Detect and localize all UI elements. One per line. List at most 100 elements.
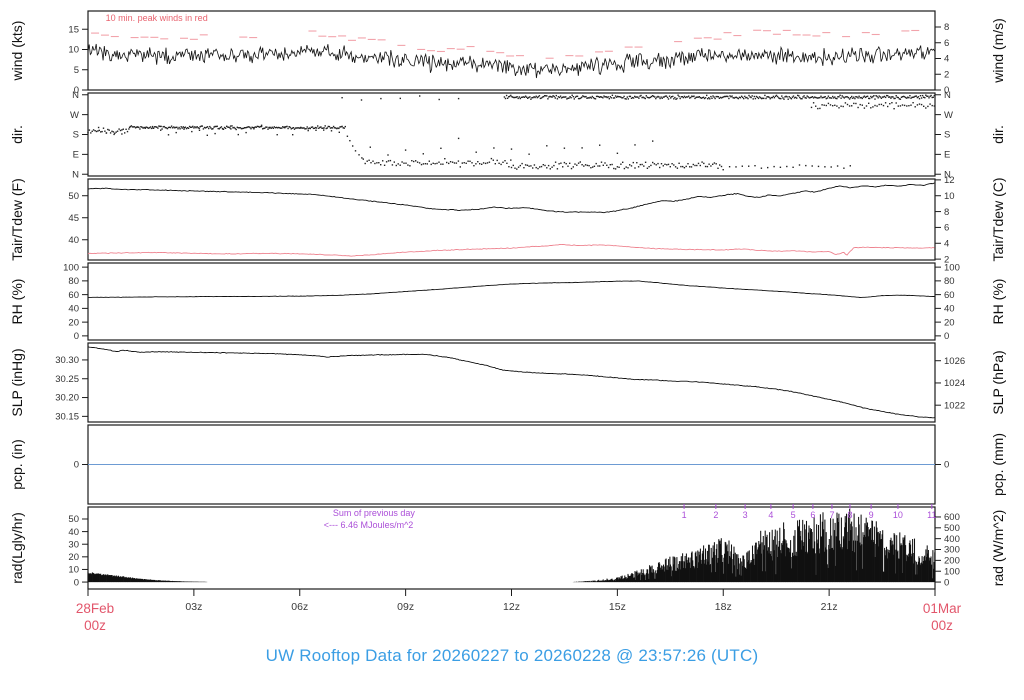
tick-label-right: 0: [944, 85, 949, 96]
tick-label-left: 30.20: [55, 393, 79, 404]
tick-label-right: N: [944, 169, 951, 180]
x-tick-label: 03z: [185, 601, 202, 613]
tick-label-left: 30: [68, 539, 79, 550]
tick-label-left: 100: [63, 262, 79, 273]
tick-label-left: 50: [68, 191, 79, 202]
tick-label-left: 15: [68, 24, 79, 35]
tick-label-right: 4: [944, 238, 949, 249]
tick-label-right: W: [944, 110, 953, 121]
tick-label-right: 60: [944, 290, 955, 301]
y-axis-label-left: dir.: [9, 125, 25, 144]
tick-label-left: S: [73, 130, 79, 141]
tick-label-right: 400: [944, 534, 960, 545]
tick-label-right: 0: [944, 460, 949, 471]
tick-label-right: 1024: [944, 378, 965, 389]
tick-label-left: 40: [68, 235, 79, 246]
y-axis-label-right: pcp. (mm): [990, 433, 1006, 496]
tick-label-left: 30.15: [55, 412, 79, 423]
tick-label-right: 1022: [944, 400, 965, 411]
tick-label-right: 0: [944, 577, 949, 588]
mjoule-hour-mark: 9: [869, 510, 874, 520]
tick-label-right: 200: [944, 556, 960, 567]
mjoule-hour-mark: 10: [893, 510, 903, 520]
tick-label-right: 2: [944, 254, 949, 265]
x-tick-label: 18z: [715, 601, 732, 613]
panel-precipitation: 0 0 pcp. (in) pcp. (mm): [9, 424, 1006, 505]
y-axis-label-left: rad(Lgly/hr): [9, 512, 25, 584]
y-axis-label-left: wind (kts): [9, 21, 25, 82]
tick-label-left: 60: [68, 290, 79, 301]
x-endpoint-date: 28Feb: [76, 601, 114, 616]
y-axis-label-left: SLP (inHg): [9, 348, 25, 416]
tick-label-right: 500: [944, 523, 960, 534]
tick-label-right: 40: [944, 304, 955, 315]
mjoule-hour-mark: 1: [682, 510, 687, 520]
x-axis: 03z 06z 09z 12z 15z 18z 21z 28Feb 00z 01Mar 00z: [76, 589, 962, 633]
tick-label-left: 0: [74, 460, 79, 471]
tick-label-left: 45: [68, 213, 79, 224]
tick-label-left: 20: [68, 317, 79, 328]
x-tick-label: 06z: [291, 601, 308, 613]
tick-label-left: 40: [68, 527, 79, 538]
annotation-text: Sum of previous day: [333, 508, 416, 518]
tick-label-right: 80: [944, 276, 955, 287]
tick-label-right: 6: [944, 38, 949, 49]
y-axis-label-left: Tair/Tdew (F): [9, 178, 25, 260]
tick-label-left: N: [72, 169, 79, 180]
tick-label-right: 300: [944, 545, 960, 556]
tick-label-left: W: [70, 110, 79, 121]
x-tick-label: 21z: [821, 601, 838, 613]
tick-label-left: 0: [74, 577, 79, 588]
x-tick-label: 09z: [397, 601, 414, 613]
y-axis-label-right: RH (%): [990, 279, 1006, 325]
tick-label-right: 0: [944, 331, 949, 342]
panel-humidity: 0 20 40 60 80 100 0 20 40 60 80 100 RH (%) RH (%): [9, 262, 1006, 342]
tick-label-right: 600: [944, 512, 960, 523]
tick-label-left: 40: [68, 304, 79, 315]
figure-title: UW Rooftop Data for 20260227 to 20260228…: [265, 646, 759, 665]
tick-label-left: 30.25: [55, 374, 79, 385]
series-solar-radiation: [87, 508, 936, 583]
annotation-text: <--- 6.46 MJoules/m^2: [324, 520, 414, 530]
series-wind-speed: [87, 43, 936, 79]
series-wind-direction-dots: [87, 94, 935, 171]
y-axis-label-left: RH (%): [9, 279, 25, 325]
mjoule-hour-mark: 6: [810, 510, 815, 520]
x-endpoint-hour: 00z: [931, 618, 953, 633]
tick-label-left: 30.30: [55, 355, 79, 366]
tick-label-right: 12: [944, 175, 955, 186]
tick-label-left: 0: [74, 85, 79, 96]
mjoule-hour-mark: 2: [713, 510, 718, 520]
tick-label-right: 10: [944, 191, 955, 202]
panel-wind: 0 5 10 15 0 2 4 6 8 wind (kts) wind (m/s) 10 min. p…: [9, 10, 1006, 96]
y-axis-label-right: SLP (hPa): [990, 350, 1006, 414]
y-axis-label-right: rad (W/m^2): [990, 510, 1006, 587]
tick-label-right: S: [944, 130, 950, 141]
tick-label-left: 0: [74, 331, 79, 342]
tick-label-right: 8: [944, 22, 949, 33]
mjoule-hour-mark: 7: [829, 510, 834, 520]
series-tair: [87, 182, 935, 214]
tick-label-left: 20: [68, 552, 79, 563]
y-axis-label-right: Tair/Tdew (C): [990, 177, 1006, 261]
tick-label-left: 10: [68, 45, 79, 56]
series-sea-level-pressure: [87, 346, 936, 419]
tick-label-right: 4: [944, 54, 949, 65]
x-tick-label: 12z: [503, 601, 520, 613]
tick-label-left: 50: [68, 514, 79, 525]
tick-label-right: E: [944, 150, 950, 161]
annotation-text: 10 min. peak winds in red: [106, 13, 208, 23]
tick-label-left: N: [72, 90, 79, 101]
mjoule-hour-mark: 5: [791, 510, 796, 520]
series-tdew: [87, 243, 935, 257]
panel-radiation: 010203040500100200300400500600rad(Lgly/h…: [9, 504, 1006, 590]
panel-pressure: 30.15 30.20 30.25 30.30 1022 1024 1026 SLP (inH…: [9, 342, 1006, 423]
series-relative-humidity: [88, 280, 935, 298]
y-axis-label-right: dir.: [990, 125, 1006, 144]
y-axis-label-right: wind (m/s): [990, 18, 1006, 84]
tick-label-right: 8: [944, 207, 949, 218]
mjoule-hour-mark: 3: [743, 510, 748, 520]
tick-label-right: 20: [944, 317, 955, 328]
